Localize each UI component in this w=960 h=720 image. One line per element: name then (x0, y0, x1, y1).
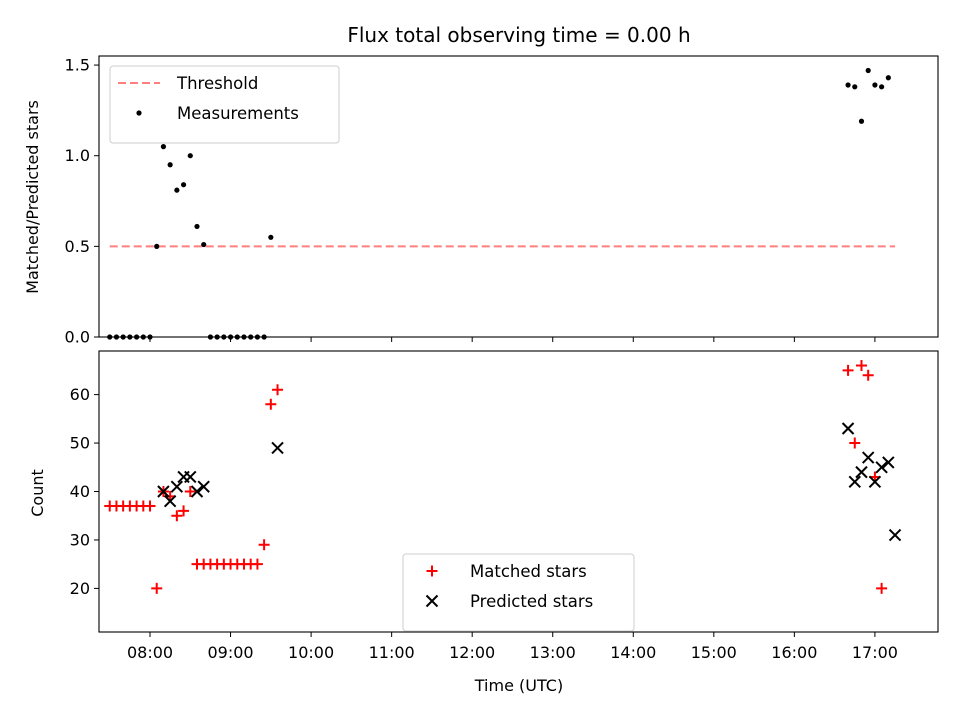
matched-stars-point (265, 398, 277, 410)
matched-stars-point (842, 364, 854, 376)
predicted-stars-point (157, 485, 170, 498)
matched-stars-point (184, 486, 196, 497)
legend-box (402, 553, 635, 632)
measurements-point (248, 334, 254, 340)
legend-label-measurements: Measurements (177, 104, 299, 123)
measurements-point (261, 334, 267, 340)
y-tick-label: 1.5 (65, 56, 90, 75)
measurements-point (241, 334, 247, 340)
legend-swatch-matched-stars (426, 565, 438, 577)
x-tick-label: 12:00 (449, 643, 495, 662)
top-y-axis-label: Matched/Predicted stars (23, 100, 42, 294)
measurements-point (160, 144, 167, 150)
x-tick-label: 13:00 (530, 643, 576, 662)
predicted-stars-point (848, 475, 861, 489)
bottom-y-axis-label: Count (28, 469, 47, 517)
measurements-point (127, 334, 133, 340)
predicted-stars-point (888, 528, 902, 542)
x-tick-label: 17:00 (852, 643, 898, 662)
measurements-point (187, 153, 193, 159)
matched-stars-point (876, 582, 888, 594)
legend-swatch-measurements (136, 110, 142, 116)
y-tick-label: 40 (70, 482, 90, 501)
matched-stars-point (272, 384, 284, 396)
y-tick-label: 0.0 (65, 328, 90, 347)
predicted-stars-point (170, 480, 184, 493)
y-tick-label: 20 (70, 579, 90, 598)
top-panel-frame (98, 55, 939, 338)
measurements-point (174, 187, 180, 193)
legend-swatch-predicted-stars (425, 594, 439, 608)
measurements-point (154, 243, 160, 249)
matched-stars-point (151, 582, 163, 594)
y-tick-label: 60 (70, 385, 90, 404)
measurements-point (268, 234, 274, 240)
measurements-point (872, 82, 878, 88)
legend-label-predicted-stars: Predicted stars (470, 592, 593, 611)
predicted-stars-point (841, 422, 855, 435)
y-tick-label: 50 (70, 434, 90, 453)
y-tick-label: 0.5 (65, 237, 90, 256)
measurements-point (879, 84, 885, 90)
matched-stars-point (258, 539, 270, 551)
predicted-stars-point (163, 494, 177, 508)
x-tick-label: 10:00 (288, 643, 334, 662)
measurements-point (865, 67, 871, 74)
matched-stars-point (849, 437, 861, 449)
measurements-point (113, 334, 120, 340)
legend-box (109, 65, 340, 144)
matched-stars-point (144, 500, 156, 512)
measurements-point (167, 162, 173, 168)
measurements-point (120, 334, 126, 340)
x-tick-label: 11:00 (369, 643, 415, 662)
x-tick-label: 15:00 (691, 643, 737, 662)
matched-stars-point (862, 369, 874, 381)
predicted-stars-point (882, 456, 895, 469)
measurements-point (194, 223, 200, 230)
x-tick-label: 14:00 (610, 643, 656, 662)
bottom-panel: 20 30 40 50 60 Count Matched stars Predicted … (28, 350, 939, 633)
legend-label-threshold: Threshold (176, 74, 258, 93)
predicted-stars-point (861, 451, 875, 464)
y-tick-label: 1.0 (65, 146, 90, 165)
chart-title: Flux total observing time = 0.00 h (347, 23, 690, 47)
predicted-stars-point (875, 461, 888, 474)
measurements-point (845, 82, 851, 88)
legend-label-matched-stars: Matched stars (470, 562, 587, 581)
top-panel: 0.0 0.5 1.0 1.5 Matched/Predicted stars Thr… (23, 55, 939, 347)
predicted-stars-point (197, 480, 210, 493)
matched-stars-point (178, 505, 190, 517)
measurements-point (221, 334, 227, 340)
measurements-point (885, 75, 891, 81)
matched-stars-point (855, 360, 867, 372)
measurements-point (234, 334, 240, 340)
measurements-point (254, 334, 261, 340)
measurements-point (214, 334, 220, 340)
matched-stars-point (171, 510, 183, 522)
measurements-point (133, 334, 140, 340)
measurements-point (207, 334, 214, 340)
measurements-point (852, 84, 858, 90)
y-tick-label: 30 (70, 530, 90, 549)
measurements-point (201, 241, 207, 248)
predicted-stars-point (190, 485, 204, 498)
predicted-stars-point (868, 475, 882, 489)
predicted-stars-point (184, 470, 197, 484)
measurements-point (858, 118, 865, 124)
measurements-point (180, 182, 187, 188)
x-tick-label: 08:00 (127, 643, 173, 662)
x-tick-label: 09:00 (208, 643, 254, 662)
matched-stars-point (251, 558, 263, 570)
predicted-stars-point (271, 441, 284, 455)
measurements-point (107, 334, 113, 340)
measurements-point (140, 334, 146, 340)
x-axis-label: Time (UTC) (474, 676, 563, 695)
predicted-stars-point (855, 465, 868, 479)
x-tick-label: 16:00 (771, 643, 817, 662)
